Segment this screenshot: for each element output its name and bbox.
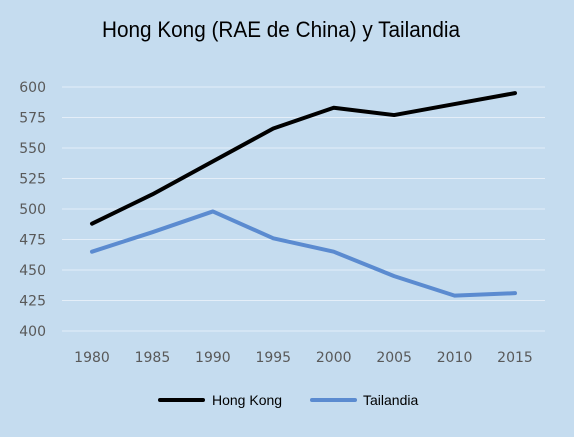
- y-tick-label-575: 575: [19, 111, 46, 127]
- y-tick-label-425: 425: [19, 294, 46, 310]
- x-tick-label-1980: 1980: [74, 350, 110, 366]
- x-tick-label-2010: 2010: [437, 350, 473, 366]
- series-line-tailandia: [90, 209, 517, 298]
- series-lines: [90, 91, 517, 298]
- y-tick-label-525: 525: [19, 172, 46, 188]
- x-tick-label-1985: 1985: [135, 350, 171, 366]
- x-tick-label-2005: 2005: [376, 350, 412, 366]
- x-axis-tick-labels: 1980 1985 1990 1995 2000 2005 2010 2015: [74, 350, 533, 366]
- y-tick-label-600: 600: [19, 80, 46, 96]
- y-tick-label-475: 475: [19, 233, 46, 249]
- x-tick-label-2000: 2000: [316, 350, 352, 366]
- x-tick-label-1995: 1995: [255, 350, 291, 366]
- x-tick-label-2015: 2015: [497, 350, 533, 366]
- chart-title: Hong Kong (RAE de China) y Tailandia: [102, 17, 461, 42]
- legend: Hong Kong Tailandia: [158, 392, 418, 408]
- legend-label-hong-kong: Hong Kong: [212, 392, 282, 408]
- y-tick-label-400: 400: [19, 324, 46, 340]
- gridlines: [62, 86, 545, 332]
- y-tick-label-500: 500: [19, 202, 46, 218]
- series-line-hong-kong: [90, 91, 517, 226]
- y-axis-tick-labels: 400 425 450 475 500 525 550 575 600: [19, 80, 46, 340]
- x-tick-label-1990: 1990: [195, 350, 231, 366]
- y-tick-label-450: 450: [19, 263, 46, 279]
- legend-label-tailandia: Tailandia: [363, 392, 418, 408]
- y-tick-label-550: 550: [19, 141, 46, 157]
